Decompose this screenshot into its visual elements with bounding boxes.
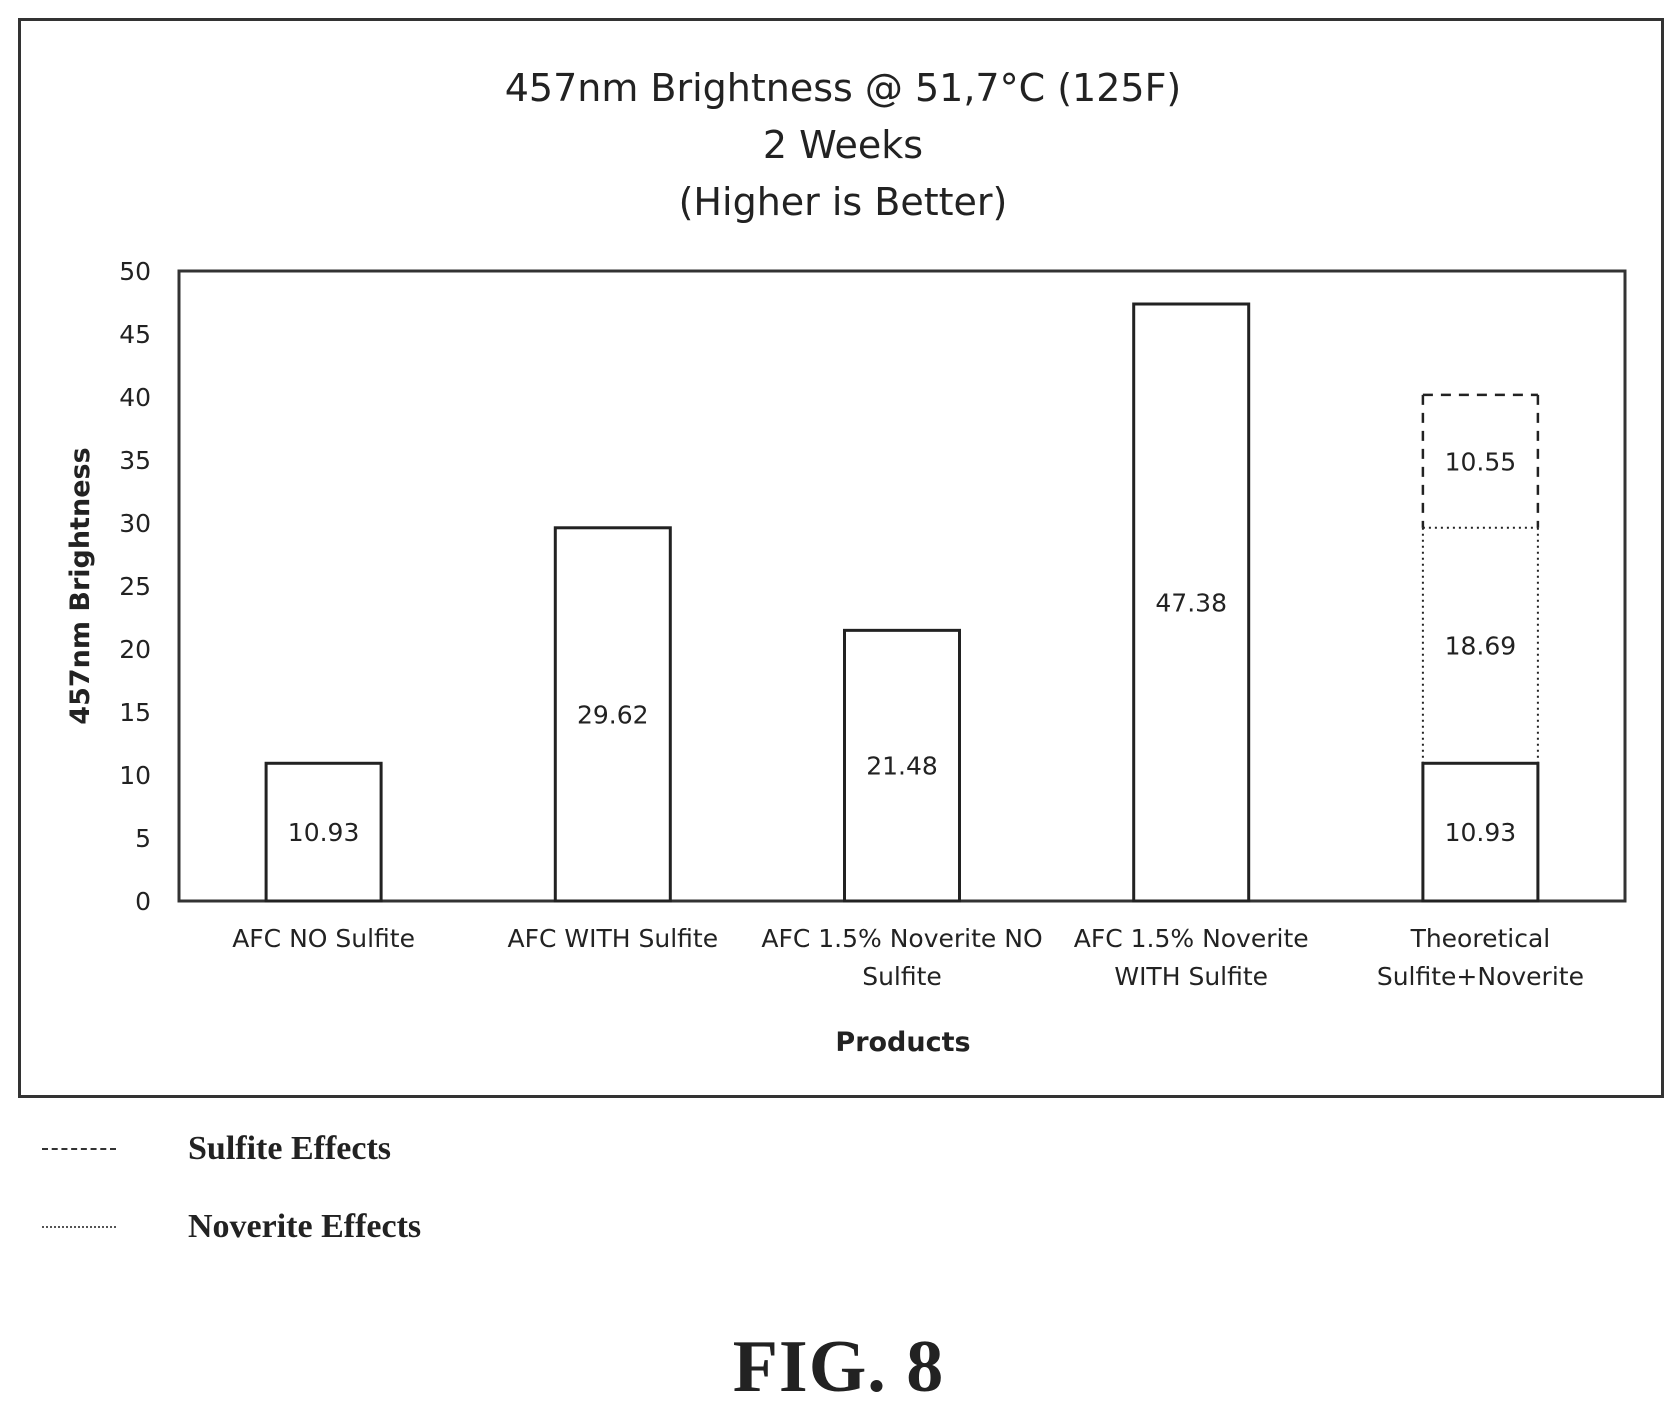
y-tick-label: 35 <box>119 446 151 475</box>
bar-value-label: 18.69 <box>1445 632 1517 661</box>
x-tick-label: Sulfite+Noverite <box>1377 962 1584 991</box>
y-tick-label: 20 <box>119 635 151 664</box>
x-tick-label: AFC 1.5% Noverite NO <box>761 924 1042 953</box>
y-tick-label: 0 <box>135 887 151 916</box>
chart-frame: 457nm Brightness @ 51,7°C (125F) 2 Weeks (… <box>18 18 1664 1098</box>
legend-item-sulfite: Sulfite Effects <box>42 1130 391 1168</box>
x-tick-label: AFC 1.5% Noverite <box>1074 924 1309 953</box>
y-tick-label: 40 <box>119 383 151 412</box>
y-axis-label: 457nm Brightness <box>65 447 96 724</box>
x-tick-label: AFC WITH Sulfite <box>508 924 719 953</box>
x-tick-label: Sulfite <box>862 962 942 991</box>
bar-value-label: 10.55 <box>1445 447 1517 476</box>
figure-caption: FIG. 8 <box>0 1325 1677 1410</box>
x-tick-label: AFC NO Sulfite <box>232 924 415 953</box>
x-axis-ticks: AFC NO Sulfite AFC WITH Sulfite AFC 1.5% N… <box>232 924 1584 991</box>
y-tick-label: 30 <box>119 509 151 538</box>
bar-value-label: 10.93 <box>288 818 360 847</box>
y-tick-label: 25 <box>119 572 151 601</box>
chart-title-line: 457nm Brightness @ 51,7°C (125F) <box>505 66 1182 110</box>
bar-value-label: 10.93 <box>1445 818 1517 847</box>
bar-value-label: 29.62 <box>577 700 649 729</box>
chart-title: 457nm Brightness @ 51,7°C (125F) 2 Weeks (… <box>505 66 1182 224</box>
x-tick-label: Theoretical <box>1410 924 1551 953</box>
bar-value-label: 21.48 <box>866 752 938 781</box>
bar-value-label: 47.38 <box>1155 589 1227 618</box>
chart-title-line: (Higher is Better) <box>679 180 1008 224</box>
dashed-line-swatch <box>42 1148 116 1150</box>
legend-label-noverite: Noverite Effects <box>188 1208 421 1246</box>
y-axis-ticks: 0 5 10 15 20 25 30 35 40 45 50 <box>119 257 151 916</box>
y-tick-label: 15 <box>119 698 151 727</box>
y-tick-label: 10 <box>119 761 151 790</box>
chart-title-line: 2 Weeks <box>763 123 923 167</box>
x-axis-label: Products <box>835 1027 970 1058</box>
x-tick-label: WITH Sulfite <box>1114 962 1268 991</box>
dotted-line-swatch <box>42 1226 116 1228</box>
y-tick-label: 50 <box>119 257 151 286</box>
y-tick-label: 45 <box>119 320 151 349</box>
bar-chart: 457nm Brightness @ 51,7°C (125F) 2 Weeks (… <box>21 21 1661 1095</box>
legend-label-sulfite: Sulfite Effects <box>188 1130 391 1168</box>
legend-item-noverite: Noverite Effects <box>42 1208 421 1246</box>
y-tick-label: 5 <box>135 824 151 853</box>
